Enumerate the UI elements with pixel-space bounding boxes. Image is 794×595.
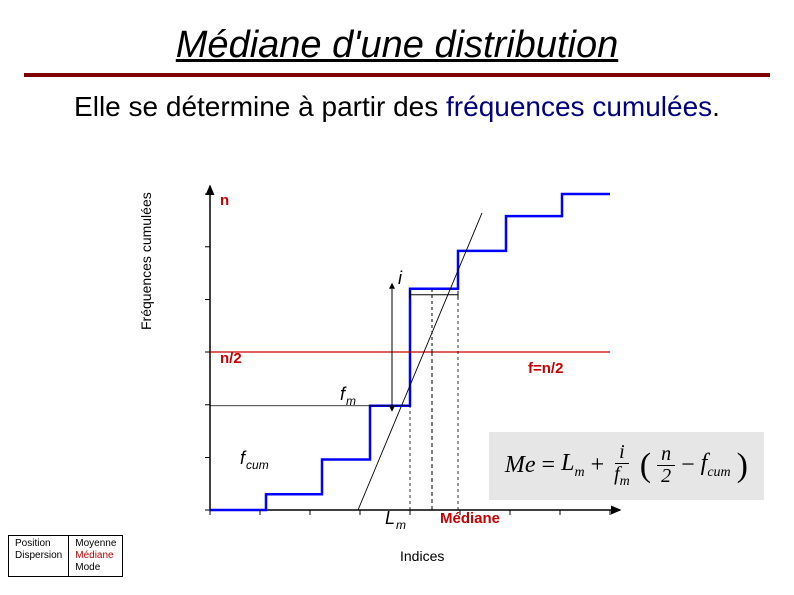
nav-col1: Position Dispersion [9,536,69,576]
nav-box: Position Dispersion Moyenne Médiane Mode [8,535,123,577]
label-fm: fm [340,384,356,408]
label-Lm: Lm [385,508,406,532]
formula-lparen: ( [640,447,651,485]
x-axis-label: Indices [400,548,444,564]
label-n2: n/2 [220,350,242,367]
label-n: n [220,192,229,209]
subtitle: Elle se détermine à partir des fréquence… [60,89,734,124]
label-median: Médiane [440,510,500,527]
label-fcum: fcum [240,448,269,472]
formula-eq: = [542,452,556,479]
formula-Lm-symbol: L [561,450,574,476]
formula-frac1: i fm [610,442,634,490]
formula-plus: + [591,452,605,479]
formula-minus: − [681,452,695,479]
formula-frac2-num: n [657,444,675,466]
label-i: i [398,268,402,289]
y-axis-label: Fréquences cumulées [138,192,154,330]
label-fn2: f=n/2 [528,360,563,377]
formula-fcum: fcum [701,450,731,481]
subtitle-end: . [712,91,720,122]
label-fm-base: f [340,384,345,404]
formula-frac2: n 2 [657,444,675,487]
page-title: Médiane d'une distribution [176,24,618,71]
title-underline [24,73,770,77]
formula-rparen: ) [737,447,748,485]
formula-box: Me = Lm + i fm ( n 2 − fcum ) [489,432,764,500]
formula-frac1-den-sub: m [620,474,630,489]
formula-frac1-den: fm [610,464,634,490]
nav-col2: Moyenne Médiane Mode [69,536,122,576]
label-fm-sub: m [346,394,356,408]
formula-frac2-den: 2 [657,466,675,487]
nav-item[interactable]: Dispersion [15,550,62,562]
label-Lm-base: L [385,508,395,528]
nav-item[interactable]: Position [15,538,62,550]
nav-item[interactable]: Mode [75,562,116,574]
formula-Me: Me [505,452,536,479]
formula-Lm: Lm [561,450,584,481]
subtitle-accent: fréquences cumulées [446,91,712,122]
label-fcum-base: f [240,448,245,468]
label-Lm-sub: m [396,518,406,532]
formula-fcum-sub: cum [707,465,730,480]
subtitle-plain: Elle se détermine à partir des [74,91,446,122]
formula-frac1-num: i [615,442,629,464]
nav-item[interactable]: Moyenne [75,538,116,550]
label-fcum-sub: cum [246,458,269,472]
nav-item-active[interactable]: Médiane [75,550,116,562]
formula-Lm-sub: m [574,465,584,480]
